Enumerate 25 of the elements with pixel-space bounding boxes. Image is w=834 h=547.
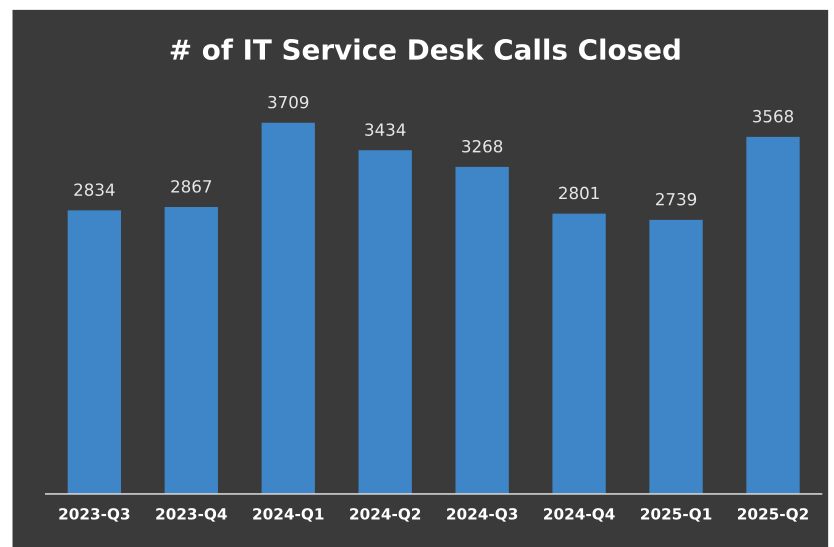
bar bbox=[455, 166, 509, 494]
data-label: 3568 bbox=[753, 110, 794, 123]
x-tick-label: 2024-Q3 bbox=[447, 508, 518, 522]
bar bbox=[262, 122, 315, 494]
data-label: 3709 bbox=[268, 96, 308, 108]
bar bbox=[746, 136, 800, 494]
x-tick-label: 2023-Q3 bbox=[59, 508, 130, 522]
data-label: 2834 bbox=[74, 183, 115, 196]
x-tick-label: 2024-Q2 bbox=[350, 508, 420, 522]
x-tick-label: 2023-Q4 bbox=[156, 508, 227, 522]
x-tick-label: 2024-Q1 bbox=[253, 508, 324, 522]
x-tick-label: 2025-Q1 bbox=[641, 508, 712, 522]
data-label: 2801 bbox=[559, 186, 599, 200]
chart-title: # of IT Service Desk Calls Closed bbox=[170, 38, 680, 60]
data-label: 2867 bbox=[171, 180, 212, 193]
bar bbox=[358, 150, 412, 494]
data-label: 3268 bbox=[462, 140, 502, 153]
data-label: 3434 bbox=[365, 123, 406, 136]
x-tick-label: 2024-Q4 bbox=[544, 508, 615, 522]
bar bbox=[649, 220, 703, 494]
bar bbox=[164, 207, 218, 494]
data-label: 2739 bbox=[656, 192, 696, 206]
bar bbox=[68, 210, 122, 494]
x-tick-label: 2025-Q2 bbox=[738, 508, 808, 522]
bar bbox=[552, 214, 606, 494]
